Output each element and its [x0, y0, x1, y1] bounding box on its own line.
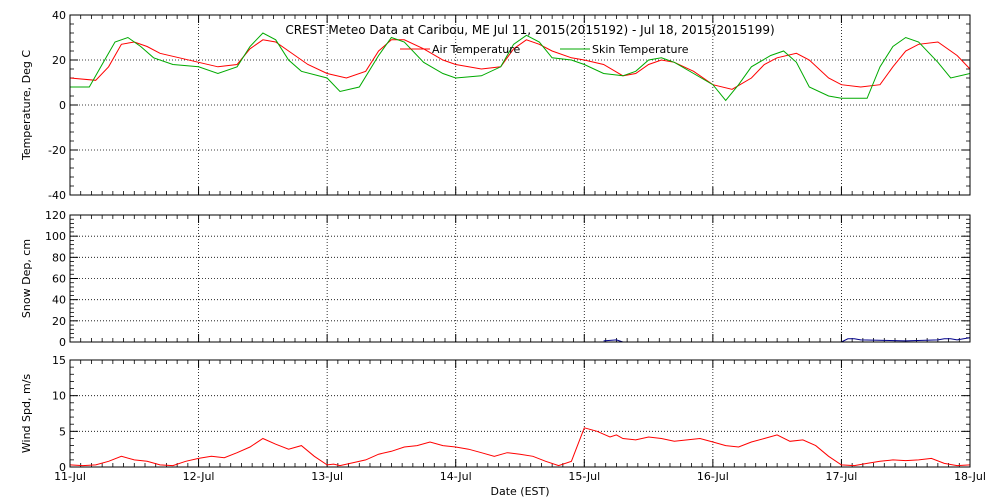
y-tick-label: 20	[52, 315, 66, 328]
legend-label: Skin Temperature	[592, 43, 689, 56]
y-tick-label: 80	[52, 251, 66, 264]
y-axis-label: Wind Spd, m/s	[20, 374, 33, 454]
x-tick-label: 18-Jul	[954, 470, 986, 483]
panel-2: 0 20 40 60 80 100 120 Snow Dep, cm	[20, 209, 971, 349]
y-tick-label: 0	[59, 461, 66, 474]
panel-1: -40 -20 0 20 40 Temperature, Deg C Air Tempera…	[20, 9, 971, 202]
panel-3: 0 5 10 15 Wind Spd, m/s	[20, 354, 971, 474]
x-tick-label: 12-Jul	[183, 470, 215, 483]
legend-label: Air Temperature	[432, 43, 521, 56]
y-tick-label: -40	[48, 189, 66, 202]
plot-frame	[69, 359, 971, 468]
chart-panels: -40 -20 0 20 40 Temperature, Deg C Air Tempera…	[20, 9, 986, 483]
plot-frame	[69, 14, 971, 196]
series-line-1-2	[70, 32, 970, 102]
plot-frame	[69, 214, 971, 343]
x-tick-label: 11-Jul	[54, 470, 86, 483]
y-tick-label: 15	[52, 354, 66, 367]
y-tick-label: 60	[52, 273, 66, 286]
y-tick-label: -20	[48, 144, 66, 157]
x-tick-label: 16-Jul	[697, 470, 729, 483]
x-tick-label: 15-Jul	[568, 470, 600, 483]
y-tick-label: 40	[52, 9, 66, 22]
y-tick-label: 10	[52, 390, 66, 403]
series-line-1-1	[70, 39, 970, 90]
series-line-3-1	[70, 427, 970, 467]
y-tick-label: 20	[52, 54, 66, 67]
x-tick-label: 13-Jul	[311, 470, 343, 483]
y-tick-label: 120	[45, 209, 66, 222]
x-tick-label: 14-Jul	[440, 470, 472, 483]
x-tick-label: 17-Jul	[825, 470, 857, 483]
y-tick-label: 5	[59, 425, 66, 438]
y-tick-label: 100	[45, 230, 66, 243]
y-axis-label: Snow Dep, cm	[20, 239, 33, 318]
chart-title: CREST Meteo Data at Caribou, ME Jul 11, …	[285, 23, 774, 37]
x-axis-label: Date (EST)	[490, 485, 549, 498]
y-axis-label: Temperature, Deg C	[20, 50, 33, 161]
y-tick-label: 0	[59, 99, 66, 112]
series-line-2-1	[603, 337, 970, 342]
y-tick-label: 40	[52, 294, 66, 307]
y-tick-label: 0	[59, 336, 66, 349]
